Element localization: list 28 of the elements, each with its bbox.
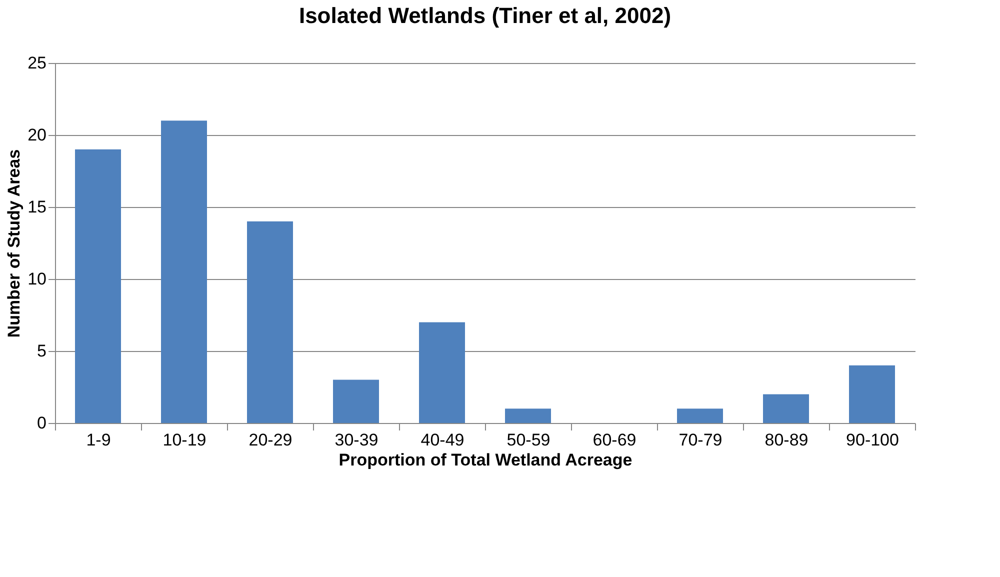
y-tick-label: 25 [28, 54, 46, 72]
y-tick-label: 0 [37, 414, 46, 432]
y-axis-title: Number of Study Areas [4, 149, 24, 338]
x-tick-label: 1-9 [86, 430, 111, 450]
bar [247, 221, 293, 423]
x-tick-label: 80-89 [764, 430, 808, 450]
bar [419, 322, 465, 423]
x-tick-label: 10-19 [162, 430, 206, 450]
bar [677, 408, 723, 423]
chart-title: Isolated Wetlands (Tiner et al, 2002) [298, 3, 672, 28]
x-tick-label: 20-29 [248, 430, 292, 450]
bar [333, 380, 379, 423]
x-tick-label: 30-39 [334, 430, 378, 450]
y-tick-label: 10 [28, 270, 46, 288]
x-tick-label: 70-79 [678, 430, 722, 450]
bar [505, 408, 551, 423]
x-tick-label: 40-49 [420, 430, 464, 450]
y-tick-label: 20 [28, 126, 46, 144]
x-tick-label: 60-69 [592, 430, 636, 450]
bar [161, 120, 207, 423]
y-tick-label: 15 [28, 198, 46, 216]
x-tick-label: 50-59 [506, 430, 550, 450]
x-axis-title: Proportion of Total Wetland Acreage [338, 450, 632, 470]
y-tick-label: 5 [37, 342, 46, 360]
bar [849, 365, 895, 423]
x-tick-label: 90-100 [846, 430, 899, 450]
bar [75, 149, 121, 423]
bar [763, 394, 809, 423]
